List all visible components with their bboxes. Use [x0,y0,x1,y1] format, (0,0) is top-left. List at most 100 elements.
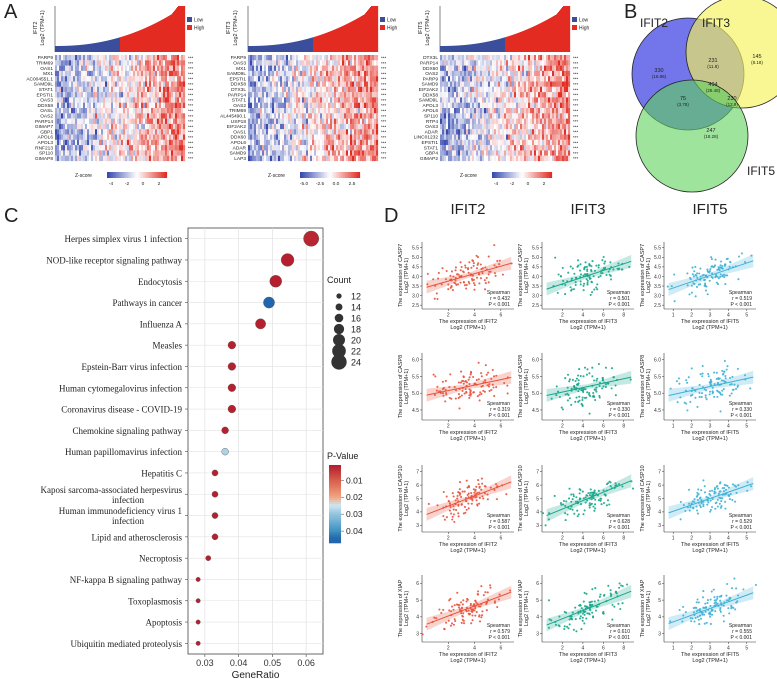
heatmap-cell [292,76,295,82]
heatmap-cell [526,155,529,162]
legend-high-swatch [380,25,385,30]
heatmap-cell [524,92,527,98]
gene-label: PARP9 [38,55,54,61]
expression-bar [446,45,448,52]
heatmap-cell [77,134,80,140]
gene-label: OAS2 [40,114,53,120]
heatmap-cell [284,129,287,135]
heatmap-cell [498,70,501,77]
heatmap-cell [340,134,343,140]
heatmap-cell [85,134,88,140]
heatmap-cell [512,155,515,162]
heatmap-cell [155,102,158,109]
heatmap-cell [520,113,523,119]
expression-bar [476,43,478,52]
heatmap-cell [61,123,64,130]
expression-bar [530,27,532,52]
heatmap-cell [109,86,112,93]
heatmap-cell [175,86,178,93]
heatmap-cell [129,76,132,82]
heatmap-cell [542,81,545,87]
heatmap-cell [440,70,443,77]
heatmap-cell [55,55,58,61]
heatmap-cell [514,139,517,146]
heatmap-cell [316,123,319,130]
heatmap-cell [362,123,365,130]
heatmap-cell [123,60,126,66]
heatmap-cell [552,60,555,66]
heatmap-cell [454,118,457,124]
heatmap-cell [65,70,68,77]
heatmap-cell [89,129,92,135]
expression-bar [135,32,137,52]
heatmap-cell [117,60,120,66]
heatmap-cell [97,55,100,61]
heatmap-cell [460,139,463,146]
heatmap-cell [298,97,301,103]
heatmap-cell [131,76,134,82]
expression-bar [547,19,549,52]
heatmap-cell [252,113,255,119]
heatmap-cell [59,139,62,146]
heatmap-cell [69,139,72,146]
scatter-point [586,279,589,282]
gene-label: DDX58 [231,82,247,88]
heatmap-cell [468,139,471,146]
size-legend-dot [331,354,347,370]
heatmap-cell [67,108,70,114]
heatmap-cell [480,150,483,156]
heatmap-cell [486,76,489,82]
heatmap-cell [248,139,251,146]
heatmap-cell [334,97,337,103]
heatmap-cell [266,81,269,87]
heatmap-cell [454,145,457,151]
heatmap-cell [123,145,126,151]
heatmap-cell [163,118,166,124]
heatmap-cell [552,97,555,103]
heatmap-cell [490,76,493,82]
heatmap-cell [316,102,319,109]
heatmap-cell [248,150,251,156]
heatmap-cell [268,65,271,71]
heatmap-cell [284,76,287,82]
heatmap-cell [262,76,265,82]
heatmap-cell [498,60,501,66]
heatmap-cell [320,76,323,82]
heatmap-cell [272,150,275,156]
expression-bar [277,44,279,52]
heatmap-cell [270,145,273,151]
heatmap-cell [516,129,519,135]
heatmap-cell [254,129,257,135]
scatter-point [554,256,557,259]
heatmap-cell [181,113,184,119]
heatmap-cell [129,139,132,146]
heatmap-cell [454,123,457,130]
expression-bar [537,24,539,52]
heatmap-cell [312,92,315,98]
heatmap-cell [147,129,150,135]
heatmap-cell [266,108,269,114]
expression-bar [150,25,152,52]
heatmap-cell [502,102,505,109]
heatmap-cell [350,129,353,135]
heatmap-cell [444,81,447,87]
heatmap-cell [161,102,164,109]
heatmap-cell [540,139,543,146]
expression-bar [270,45,272,52]
heatmap-cell [336,139,339,146]
gene-label: SAMD9 [229,151,246,157]
scatter-point [487,255,490,258]
heatmap-cell [97,150,100,156]
heatmap-cell [448,155,451,162]
heatmap-cell [328,55,331,61]
heatmap-cell [141,155,144,162]
heatmap-cell [528,123,531,130]
heatmap-cell [374,139,377,146]
heatmap-cell [568,97,571,103]
heatmap-cell [520,60,523,66]
heatmap-cell [286,129,289,135]
heatmap-cell [179,139,182,146]
heatmap-cell [145,65,148,71]
expression-bar [299,40,301,52]
heatmap-cell [370,139,373,146]
